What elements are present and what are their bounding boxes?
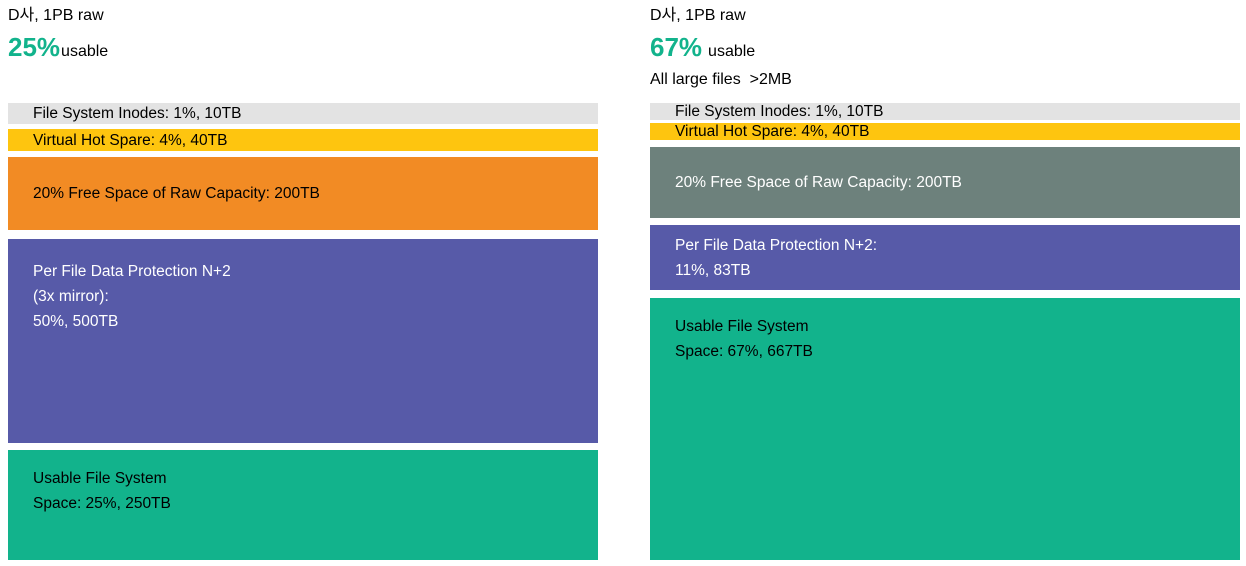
bar-virtual-hot-spare: Virtual Hot Spare: 4%, 40TB: [650, 123, 1240, 140]
bar-label: File System Inodes: 1%, 10TB: [33, 105, 242, 122]
bar-label-line: Usable File System: [675, 318, 809, 335]
usable-label: usable: [708, 43, 756, 60]
bar-data-protection: Per File Data Protection N+2 (3x mirror)…: [8, 239, 598, 443]
usable-line: 67% usable: [650, 32, 1240, 62]
bar-label: 20% Free Space of Raw Capacity: 200TB: [675, 174, 962, 191]
bar-usable-space: Usable File System Space: 25%, 250TB: [8, 450, 598, 560]
bar-usable-space: Usable File System Space: 67%, 667TB: [650, 298, 1240, 560]
bar-free-space: 20% Free Space of Raw Capacity: 200TB: [650, 147, 1240, 218]
bar-label: Virtual Hot Spare: 4%, 40TB: [675, 123, 870, 140]
bar-file-system-inodes: File System Inodes: 1%, 10TB: [8, 103, 598, 124]
column-header: D사, 1PB raw 25% usable: [8, 0, 598, 103]
usable-percent: 67%: [650, 32, 703, 62]
usable-line: 25% usable: [8, 32, 598, 62]
bar-data-protection: Per File Data Protection N+2: 11%, 83TB: [650, 225, 1240, 290]
bar-virtual-hot-spare: Virtual Hot Spare: 4%, 40TB: [8, 129, 598, 151]
bar-label-line: 11%, 83TB: [675, 261, 751, 279]
column-title: D사, 1PB raw: [8, 7, 104, 24]
bar-file-system-inodes: File System Inodes: 1%, 10TB: [650, 103, 1240, 120]
usable-label: usable: [61, 43, 109, 60]
bar-free-space: 20% Free Space of Raw Capacity: 200TB: [8, 157, 598, 230]
bar-label-line: Space: 25%, 250TB: [33, 495, 171, 512]
bar-label-line: Per File Data Protection N+2: [33, 263, 231, 280]
bar-label-line: Usable File System: [33, 470, 167, 487]
usable-percent: 25%: [8, 32, 61, 62]
column-note: All large files >2MB: [650, 71, 792, 88]
column-header: D사, 1PB raw 67% usable All large files >…: [650, 0, 1240, 103]
column-67-usable: D사, 1PB raw 67% usable All large files >…: [650, 0, 1240, 566]
column-25-usable: D사, 1PB raw 25% usable File System Inode…: [8, 0, 598, 566]
bar-label-line: Per File Data Protection N+2:: [675, 236, 878, 254]
bar-label-line: (3x mirror):: [33, 288, 109, 305]
column-title: D사, 1PB raw: [650, 7, 746, 24]
bar-label-line: 50%, 500TB: [33, 313, 119, 330]
bar-label: File System Inodes: 1%, 10TB: [675, 103, 884, 120]
bar-label: 20% Free Space of Raw Capacity: 200TB: [33, 185, 320, 202]
bar-label-line: Space: 67%, 667TB: [675, 343, 813, 360]
bar-label: Virtual Hot Spare: 4%, 40TB: [33, 131, 228, 149]
